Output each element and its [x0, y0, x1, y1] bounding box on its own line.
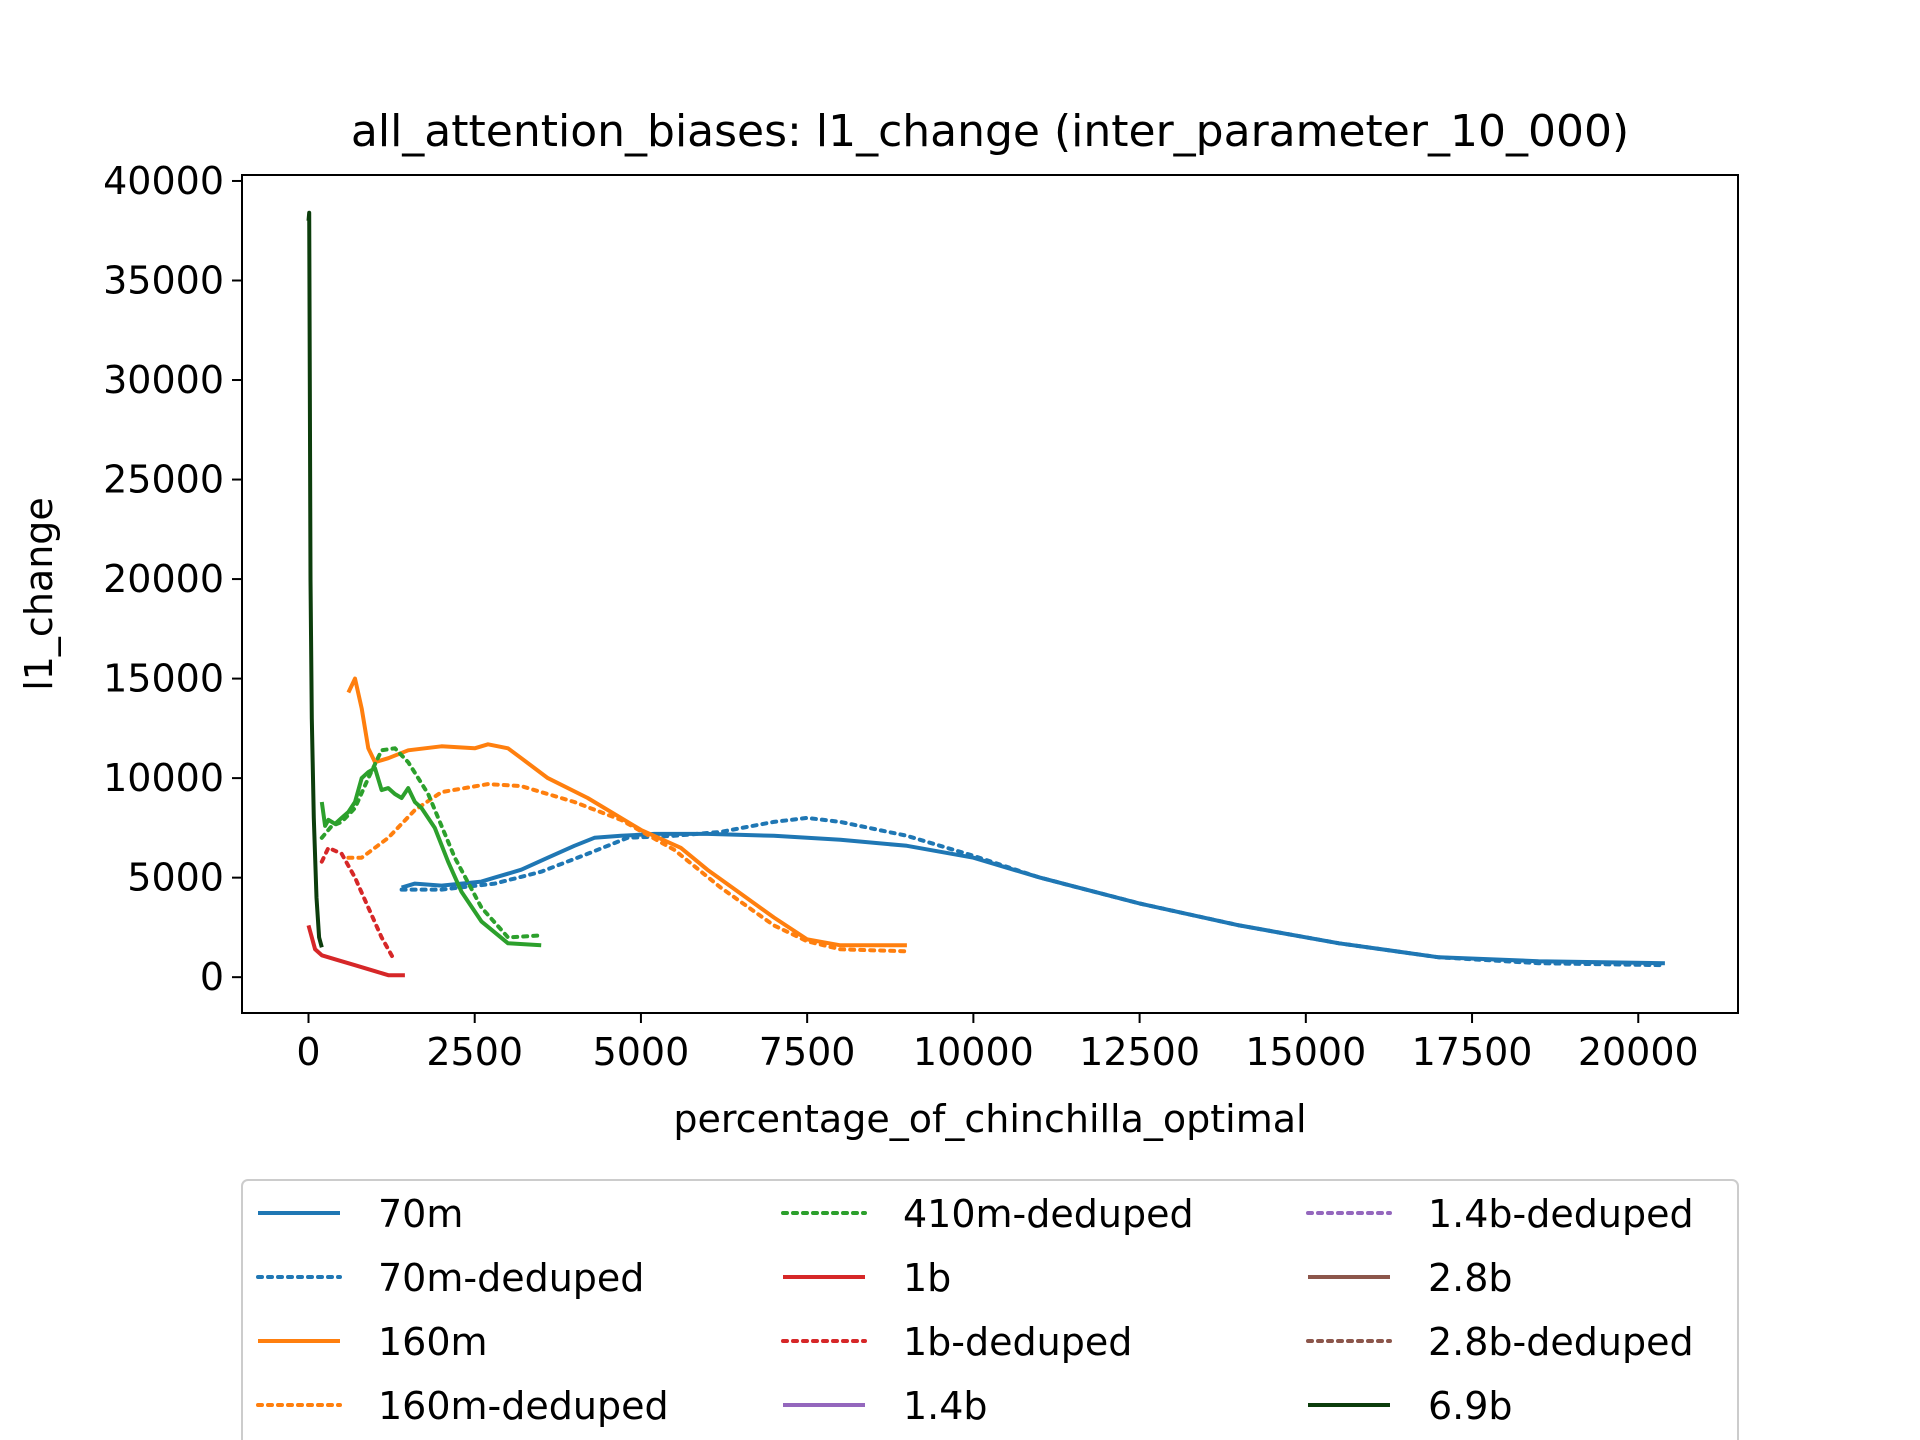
- legend-label: 70m-deduped: [378, 1256, 644, 1300]
- y-tick-label: 35000: [103, 258, 224, 302]
- x-tick-label: 15000: [1245, 1030, 1366, 1074]
- legend-label: 160m: [378, 1320, 488, 1364]
- y-tick-label: 15000: [103, 657, 224, 701]
- y-tick-label: 0: [200, 955, 224, 999]
- series-line-6-9b: [306, 210, 324, 948]
- y-axis-label: l1_change: [17, 497, 61, 691]
- legend: 70m 70m-deduped 160m 160m-deduped 410m-dedup…: [241, 1179, 1739, 1440]
- series-line-70m-deduped: [399, 815, 1667, 968]
- legend-label: 6.9b: [1428, 1384, 1513, 1428]
- x-tick-label: 10000: [913, 1030, 1034, 1074]
- x-tick-label: 5000: [593, 1030, 690, 1074]
- series-line-160m: [346, 676, 907, 948]
- legend-label: 2.8b: [1428, 1256, 1513, 1300]
- legend-label: 2.8b-deduped: [1428, 1320, 1694, 1364]
- plot-frame: [241, 174, 1739, 1014]
- series-line-1b-deduped: [319, 845, 397, 964]
- x-tick-label: 7500: [759, 1030, 856, 1074]
- legend-label: 1b: [903, 1256, 951, 1300]
- y-tick-label: 5000: [127, 856, 224, 900]
- y-tick-label: 10000: [103, 756, 224, 800]
- legend-label: 160m-deduped: [378, 1384, 669, 1428]
- legend-label: 1.4b: [903, 1384, 988, 1428]
- y-tick-label: 20000: [103, 557, 224, 601]
- series-line-160m-deduped: [346, 782, 909, 954]
- x-axis: 0 2500 5000 7500 10000 12500 15000 17500 20000: [296, 1013, 1699, 1074]
- plot-area: [306, 210, 1667, 978]
- x-axis-label: percentage_of_chinchilla_optimal: [673, 1097, 1306, 1141]
- y-tick-label: 30000: [103, 358, 224, 402]
- legend-frame: [241, 1179, 1739, 1440]
- y-axis: 0 5000 10000 15000 20000 25000 30000 35000 40000: [103, 159, 242, 999]
- legend-label: 1b-deduped: [903, 1320, 1132, 1364]
- x-tick-label: 12500: [1079, 1030, 1200, 1074]
- y-tick-label: 40000: [103, 159, 224, 203]
- x-tick-label: 2500: [426, 1030, 523, 1074]
- legend-label: 1.4b-deduped: [1428, 1192, 1694, 1236]
- x-tick-label: 20000: [1578, 1030, 1699, 1074]
- legend-label: 70m: [378, 1192, 463, 1236]
- legend-label: 410m-deduped: [903, 1192, 1194, 1236]
- x-tick-label: 0: [296, 1030, 320, 1074]
- chart-title: all_attention_biases: l1_change (inter_p…: [351, 106, 1629, 157]
- x-tick-label: 17500: [1412, 1030, 1533, 1074]
- series-line-410m: [319, 766, 542, 948]
- y-tick-label: 25000: [103, 458, 224, 502]
- series-line-1b: [306, 924, 405, 978]
- series-line-410m-deduped: [319, 746, 544, 940]
